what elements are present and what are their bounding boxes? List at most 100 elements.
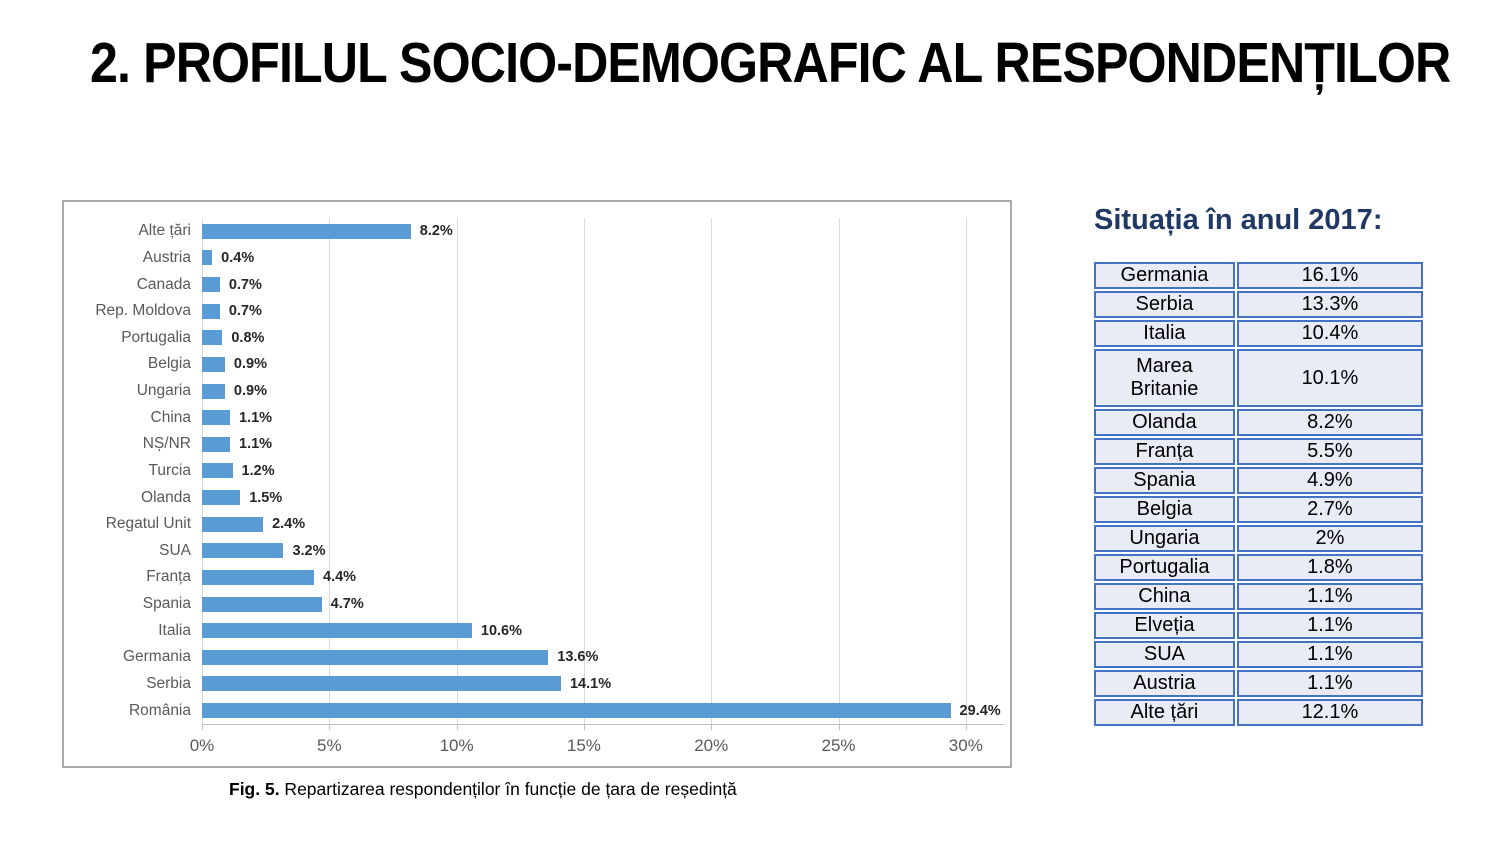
bar-track: 1.1% <box>202 431 1004 458</box>
value-cell: 8.2% <box>1236 409 1423 436</box>
bar-track: 13.6% <box>202 644 1004 671</box>
bar-track: 8.2% <box>202 218 1004 245</box>
bar <box>202 223 411 239</box>
bar-track: 14.1% <box>202 671 1004 698</box>
category-label: China <box>150 408 192 426</box>
category-label: Regatul Unit <box>105 515 191 533</box>
value-cell: 1.1% <box>1236 670 1423 697</box>
x-axis-tick-label: 25% <box>821 736 856 755</box>
bar <box>202 410 230 426</box>
category-label: Alte țări <box>138 222 191 240</box>
category-label: SUA <box>159 541 191 559</box>
bar-value-label: 1.1% <box>239 409 273 426</box>
bar-value-label: 13.6% <box>557 649 599 666</box>
category-label: NȘ/NR <box>142 435 191 453</box>
bar-value-label: 4.4% <box>323 569 357 586</box>
chart-row: Alte țări 8.2% <box>66 218 1004 245</box>
country-cell: SUA <box>1094 641 1235 668</box>
bar <box>202 303 220 319</box>
bar <box>202 623 472 639</box>
bar-value-label: 1.1% <box>239 436 273 453</box>
gridline <box>456 218 458 724</box>
chart-rows: Alte țări 8.2% Austria 0.4% Canada 0.7% Rep. M… <box>66 218 1004 724</box>
x-axis-labels: 0% 5% 10% 15% 20% 25% 30% <box>190 736 1004 760</box>
bar-track: 0.9% <box>202 378 1004 405</box>
category-label: Turcia <box>148 461 192 479</box>
table-row: Olanda 8.2% <box>1094 409 1423 436</box>
bar-value-label: 1.2% <box>241 462 275 479</box>
figure-caption-text: Repartizarea respondenților în funcție d… <box>279 779 737 799</box>
bar-value-label: 29.4% <box>959 702 1001 719</box>
chart-row: China 1.1% <box>66 404 1004 431</box>
bar-value-label: 0.9% <box>233 383 267 400</box>
country-cell: China <box>1094 583 1235 610</box>
bar <box>202 516 264 532</box>
x-axis-tick-label: 15% <box>566 736 601 755</box>
bar-value-label: 8.2% <box>419 223 453 240</box>
bar-track: 1.1% <box>202 404 1004 431</box>
bar-track: 2.4% <box>202 511 1004 538</box>
bar-track: 29.4% <box>202 697 1004 724</box>
value-cell: 16.1% <box>1236 262 1423 289</box>
x-axis-tick-label: 30% <box>948 736 983 755</box>
bar <box>202 463 233 479</box>
gridline <box>838 218 840 724</box>
gridline <box>965 218 967 724</box>
chart-row: Italia 10.6% <box>66 617 1004 644</box>
bar-track: 0.8% <box>202 325 1004 352</box>
category-label: Canada <box>136 275 191 293</box>
bar <box>202 703 951 719</box>
bar <box>202 330 223 346</box>
category-label: Franța <box>146 568 191 586</box>
bar-track: 3.2% <box>202 538 1004 565</box>
category-label: Germania <box>122 648 191 666</box>
country-cell: Franța <box>1094 438 1235 465</box>
bar-value-label: 10.6% <box>480 622 522 639</box>
bar-value-label: 2.4% <box>272 516 306 533</box>
bar-value-label: 0.7% <box>228 276 262 293</box>
axis-tick <box>583 724 585 730</box>
x-axis-tick-label: 10% <box>439 736 474 755</box>
chart-row: România 29.4% <box>66 697 1004 724</box>
x-axis-tick-label: 5% <box>317 736 342 755</box>
axis-tick <box>965 724 967 730</box>
bar-track: 0.7% <box>202 271 1004 298</box>
axis-tick <box>838 724 840 730</box>
country-cell: Italia <box>1094 320 1235 347</box>
bar <box>202 277 220 293</box>
country-cell: Germania <box>1094 262 1235 289</box>
country-cell: Ungaria <box>1094 525 1235 552</box>
bar <box>202 649 549 665</box>
table-row: Elveția 1.1% <box>1094 612 1423 639</box>
chart-row: Ungaria 0.9% <box>66 378 1004 405</box>
table-title: Situația în anul 2017: <box>1094 204 1383 236</box>
category-label: Belgia <box>147 355 191 373</box>
bar-track: 0.9% <box>202 351 1004 378</box>
table-row: Italia 10.4% <box>1094 320 1423 347</box>
chart-row: Serbia 14.1% <box>66 671 1004 698</box>
bar <box>202 250 213 266</box>
chart-row: NȘ/NR 1.1% <box>66 431 1004 458</box>
chart-row: Portugalia 0.8% <box>66 325 1004 352</box>
bar-track: 10.6% <box>202 617 1004 644</box>
table-row: Ungaria 2% <box>1094 525 1423 552</box>
value-cell: 2% <box>1236 525 1423 552</box>
bar-value-label: 0.8% <box>231 329 265 346</box>
category-label: Serbia <box>146 674 191 692</box>
figure-caption: Fig. 5. Repartizarea respondenților în f… <box>229 779 737 800</box>
bar-value-label: 4.7% <box>330 596 364 613</box>
table-row: Spania 4.9% <box>1094 467 1423 494</box>
bar <box>202 569 315 585</box>
x-axis-tick-label: 0% <box>189 736 215 755</box>
value-cell: 12.1% <box>1236 699 1423 726</box>
chart-row: SUA 3.2% <box>66 538 1004 565</box>
value-cell: 1.1% <box>1236 641 1423 668</box>
bar-value-label: 0.4% <box>221 249 255 266</box>
axis-tick <box>329 724 331 730</box>
country-cell: Elveția <box>1094 612 1235 639</box>
situatie-2017-table: Germania 16.1% Serbia 13.3% Italia 10.4% Marea… <box>1092 260 1425 728</box>
category-label: Austria <box>142 248 191 266</box>
table-row: China 1.1% <box>1094 583 1423 610</box>
value-cell: 13.3% <box>1236 291 1423 318</box>
country-cell: Austria <box>1094 670 1235 697</box>
